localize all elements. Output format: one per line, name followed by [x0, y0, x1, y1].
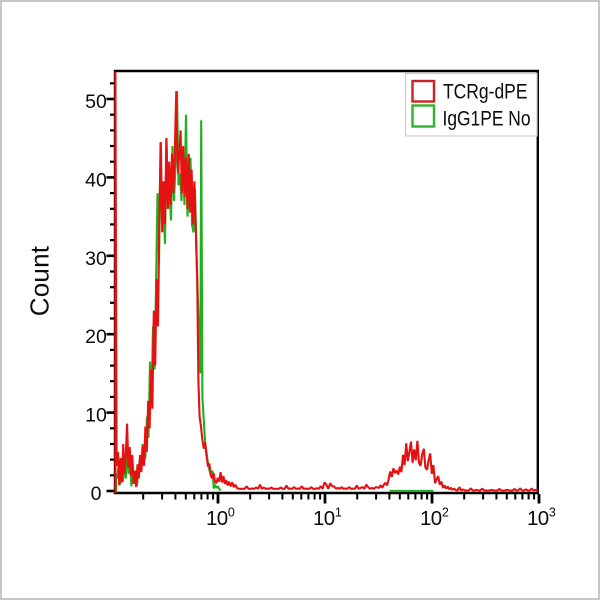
svg-text:0: 0: [91, 483, 102, 505]
svg-text:10: 10: [85, 405, 107, 427]
svg-text:20: 20: [85, 326, 107, 348]
svg-text:40: 40: [85, 169, 107, 191]
svg-text:Count: Count: [25, 245, 55, 316]
svg-text:102: 102: [420, 506, 449, 531]
svg-text:TCRg-dPE: TCRg-dPE: [443, 80, 528, 104]
svg-text:101: 101: [313, 506, 342, 531]
svg-text:50: 50: [85, 91, 107, 113]
svg-text:100: 100: [206, 506, 235, 531]
svg-text:IgG1PE No: IgG1PE No: [443, 107, 531, 131]
svg-text:30: 30: [85, 248, 107, 270]
svg-text:103: 103: [527, 506, 556, 531]
